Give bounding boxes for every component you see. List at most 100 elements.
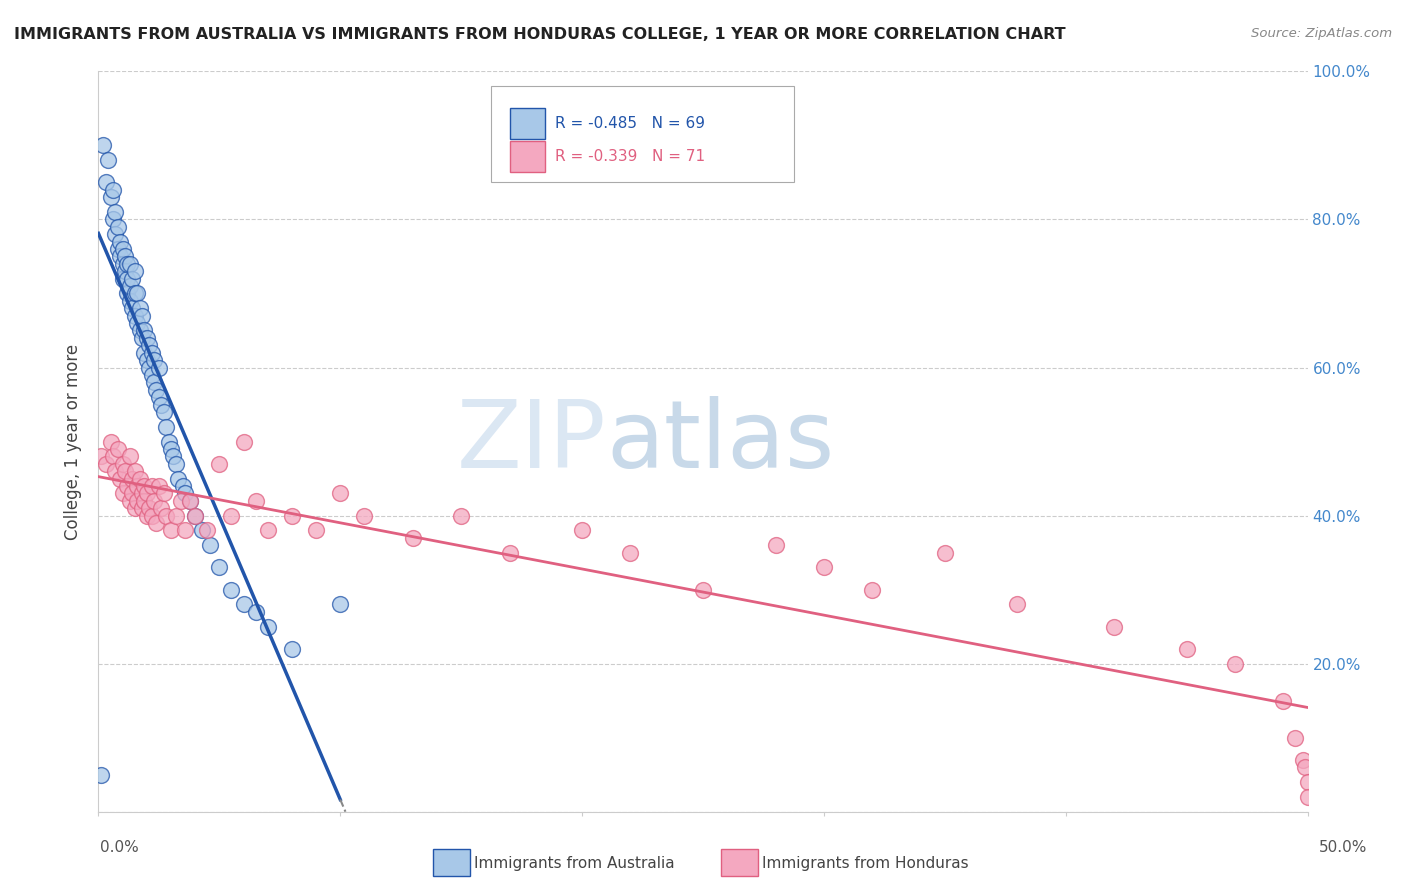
- Point: [121, 271, 143, 285]
- Text: Immigrants from Australia: Immigrants from Australia: [474, 856, 675, 871]
- Point: [101, 183, 124, 197]
- Point: [124, 286, 146, 301]
- Point: [1296, 789, 1319, 804]
- Point: [143, 493, 166, 508]
- Point: [90, 450, 112, 464]
- Point: [114, 264, 136, 278]
- Point: [141, 345, 163, 359]
- Point: [138, 360, 160, 375]
- Point: [97, 153, 120, 168]
- Point: [135, 353, 157, 368]
- FancyBboxPatch shape: [492, 87, 793, 183]
- Point: [127, 479, 149, 493]
- Point: [134, 479, 156, 493]
- Point: [934, 546, 956, 560]
- Point: [114, 250, 136, 264]
- Point: [692, 582, 714, 597]
- Point: [111, 457, 134, 471]
- Point: [118, 293, 141, 308]
- Point: [329, 486, 352, 500]
- Point: [174, 486, 197, 500]
- Point: [1223, 657, 1246, 671]
- Point: [619, 546, 641, 560]
- Point: [121, 471, 143, 485]
- Point: [121, 486, 143, 500]
- Point: [179, 493, 201, 508]
- Point: [1296, 775, 1319, 789]
- Point: [138, 501, 160, 516]
- Point: [101, 450, 124, 464]
- Point: [162, 450, 184, 464]
- Point: [104, 227, 127, 242]
- Point: [208, 457, 231, 471]
- Point: [198, 538, 221, 552]
- Point: [107, 442, 129, 456]
- Point: [165, 508, 187, 523]
- Point: [165, 457, 187, 471]
- Point: [111, 242, 134, 256]
- Point: [353, 508, 375, 523]
- Point: [90, 767, 112, 781]
- Point: [131, 486, 153, 500]
- Point: [208, 560, 231, 574]
- Point: [256, 619, 278, 633]
- Point: [135, 331, 157, 345]
- Point: [195, 524, 218, 538]
- Point: [111, 271, 134, 285]
- Point: [152, 486, 174, 500]
- Point: [169, 493, 191, 508]
- Point: [860, 582, 883, 597]
- Point: [450, 508, 472, 523]
- Point: [152, 405, 174, 419]
- Point: [1294, 760, 1316, 774]
- Point: [134, 345, 156, 359]
- Point: [155, 419, 177, 434]
- Point: [118, 279, 141, 293]
- Point: [191, 524, 214, 538]
- Point: [148, 479, 170, 493]
- Point: [141, 368, 163, 382]
- Point: [174, 524, 197, 538]
- Text: R = -0.339   N = 71: R = -0.339 N = 71: [555, 149, 706, 164]
- Text: Immigrants from Honduras: Immigrants from Honduras: [762, 856, 969, 871]
- Point: [813, 560, 835, 574]
- Text: ZIP: ZIP: [457, 395, 606, 488]
- Point: [107, 219, 129, 234]
- Point: [131, 309, 153, 323]
- Point: [128, 324, 150, 338]
- Point: [128, 471, 150, 485]
- Point: [184, 508, 207, 523]
- Text: IMMIGRANTS FROM AUSTRALIA VS IMMIGRANTS FROM HONDURAS COLLEGE, 1 YEAR OR MORE CO: IMMIGRANTS FROM AUSTRALIA VS IMMIGRANTS …: [14, 27, 1066, 42]
- Point: [221, 582, 243, 597]
- Point: [101, 212, 124, 227]
- Point: [167, 471, 190, 485]
- Point: [160, 442, 183, 456]
- Point: [232, 598, 254, 612]
- Point: [1284, 731, 1306, 745]
- Point: [104, 205, 127, 219]
- Point: [118, 493, 141, 508]
- Point: [94, 175, 117, 190]
- Point: [118, 257, 141, 271]
- Point: [91, 138, 114, 153]
- Point: [124, 309, 146, 323]
- Point: [134, 493, 156, 508]
- Point: [128, 301, 150, 316]
- FancyBboxPatch shape: [509, 108, 544, 139]
- Point: [100, 434, 122, 449]
- Point: [765, 538, 787, 552]
- Point: [135, 508, 157, 523]
- Point: [104, 464, 127, 478]
- Y-axis label: College, 1 year or more: College, 1 year or more: [65, 343, 83, 540]
- Point: [1292, 753, 1315, 767]
- Point: [172, 479, 194, 493]
- Point: [184, 508, 207, 523]
- Point: [141, 479, 163, 493]
- Point: [108, 250, 131, 264]
- Point: [111, 486, 134, 500]
- Point: [117, 257, 139, 271]
- Point: [131, 331, 153, 345]
- Point: [145, 383, 167, 397]
- Point: [150, 398, 173, 412]
- Point: [117, 479, 139, 493]
